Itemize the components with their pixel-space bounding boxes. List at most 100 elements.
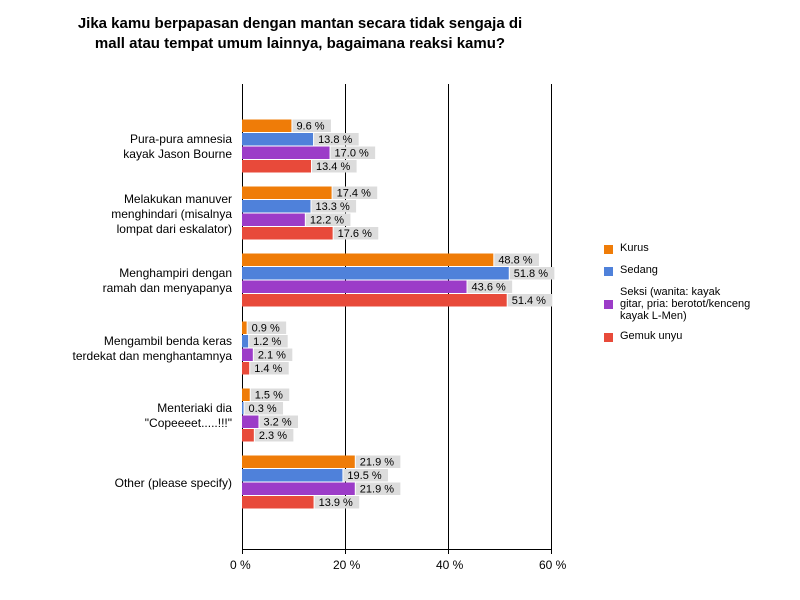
data-label-bg-0-0 [292,119,331,132]
category-label-3: Mengambil benda keras terdekat dan mengha… [6,334,232,364]
category-label-line: Menteriaki dia [157,401,232,415]
data-label-2-2: 43.6 % [472,282,506,294]
data-label-bg-4-2 [259,415,298,428]
category-label-line: Other (please specify) [114,475,232,490]
category-label-2: Menghampiri dengan ramah dan menyapanya [6,266,232,296]
category-label-line: terdekat dan menghantamnya [72,349,232,363]
data-label-4-1: 0.3 % [249,403,277,415]
data-label-1-0: 17.4 % [337,188,371,200]
data-label-bg-0-1 [314,133,359,146]
bar-5-1 [242,469,343,482]
bar-5-2 [242,482,355,495]
category-label-line: Mengambil benda keras [103,334,232,348]
category-label-1: Melakukan manuver menghindari (misalnya lo… [6,192,232,237]
x-tick-label-2: 40 % [436,558,464,572]
data-label-2-3: 51.4 % [512,295,546,307]
data-label-bg-5-3 [314,496,360,509]
bar-1-2 [242,213,305,226]
bar-2-1 [242,267,509,280]
bar-2-0 [242,253,494,266]
legend-label-line: Seksi (wanita: kayak [620,286,721,298]
category-label-line: menghindari (misalnya [111,206,232,221]
bar-5-0 [242,455,355,468]
bar-1-3 [242,227,333,240]
data-label-bg-2-0 [494,253,539,266]
x-tick-label-0: 0 % [230,558,251,572]
bar-1-0 [242,186,332,199]
data-label-bg-0-3 [312,160,357,173]
chart-title-line-1: Jika kamu berpapasan dengan mantan secar… [77,15,523,32]
data-label-bg-1-3 [333,227,379,240]
bar-4-1 [242,402,244,415]
data-label-bg-0-2 [330,146,376,159]
chart-title: Jika kamu berpapasan dengan mantan secar… [0,14,600,54]
data-label-1-3: 17.6 % [338,228,372,240]
bar-0-2 [242,146,330,159]
legend-label: Seksi (wanita: kayak gitar, pria: berotot… [620,286,790,322]
bar-1-1 [242,200,311,213]
legend-label-line: kayak L-Men) [620,310,687,322]
bar-4-0 [242,388,250,401]
data-label-5-1: 19.5 % [347,470,381,482]
bar-0-1 [242,133,314,146]
data-label-2-1: 51.8 % [514,268,548,280]
legend-label-line: Kurus [620,242,649,254]
legend-label: Kurus [620,242,790,254]
data-label-5-0: 21.9 % [360,457,394,469]
data-label-bg-4-1 [244,402,284,415]
bar-3-2 [242,348,253,361]
legend-swatch [604,267,613,276]
legend-label-line: Gemuk unyu [620,330,683,342]
data-label-2-0: 48.8 % [498,255,532,267]
data-label-bg-3-0 [247,321,287,334]
data-label-3-0: 0.9 % [252,323,280,335]
data-label-bg-5-1 [343,469,389,482]
data-label-bg-2-1 [509,267,555,280]
category-label-5: Other (please specify) [6,476,232,491]
legend-swatch [604,245,613,254]
data-label-4-0: 1.5 % [255,390,283,402]
data-label-bg-5-2 [355,482,401,495]
bar-5-3 [242,496,314,509]
legend-label-line: Sedang [620,264,658,276]
bar-4-2 [242,415,259,428]
category-label-line: lompat dari eskalator) [116,221,232,236]
category-label-line: Melakukan manuver [123,191,232,206]
category-label-line: Menghampiri dengan [119,266,232,280]
legend-label-line: gitar, pria: berotot/kenceng [620,298,751,310]
data-label-3-3: 1.4 % [254,363,282,375]
data-label-bg-4-3 [254,429,294,442]
data-label-bg-3-2 [253,348,293,361]
data-label-bg-3-3 [250,362,289,375]
bar-3-1 [242,335,249,348]
category-label-line: kayak Jason Bourne [123,147,232,161]
data-label-3-2: 2.1 % [258,350,286,362]
data-label-bg-4-0 [250,388,290,401]
chart-title-line-2: mall atau tempat umum lainnya, bagaimana… [94,35,506,52]
category-label-4: Menteriaki dia "Copeeeet.....!!!" [6,401,232,431]
category-label-0: Pura-pura amnesia kayak Jason Bourne [6,132,232,162]
data-label-4-3: 2.3 % [259,430,287,442]
data-label-bg-1-0 [332,186,378,199]
category-label-line: ramah dan menyapanya [102,281,232,295]
data-label-bg-1-2 [305,213,351,226]
data-label-3-1: 1.2 % [253,336,281,348]
bar-2-2 [242,280,467,293]
data-label-0-3: 13.4 % [316,161,350,173]
data-label-0-1: 13.8 % [318,134,352,146]
data-label-0-2: 17.0 % [335,148,369,160]
data-label-5-3: 13.9 % [319,497,353,509]
bar-3-3 [242,362,250,375]
legend-swatch [604,300,613,309]
bar-3-0 [242,321,247,334]
category-label-line: Pura-pura amnesia [129,132,232,146]
data-label-bg-2-2 [467,280,513,293]
data-label-bg-1-1 [311,200,357,213]
data-label-4-2: 3.2 % [263,417,291,429]
data-label-0-0: 9.6 % [296,121,324,133]
x-tick-label-1: 20 % [333,558,361,572]
data-label-1-2: 12.2 % [310,215,344,227]
data-label-bg-3-1 [249,335,288,348]
data-label-bg-2-3 [507,294,553,307]
